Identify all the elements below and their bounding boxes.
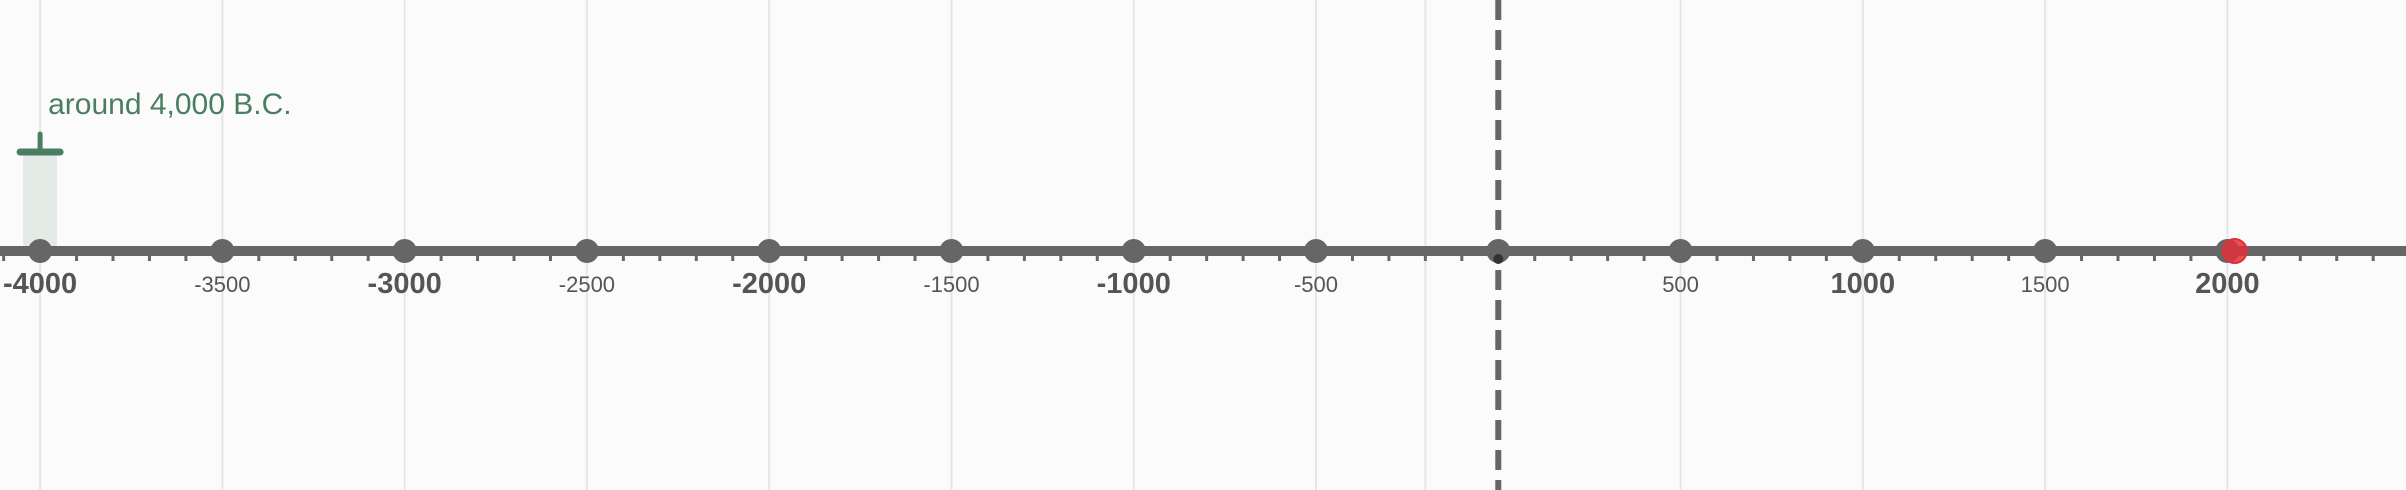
tick-dot [392,239,417,263]
tick-label-500: 500 [1662,272,1699,297]
event-label: around 4,000 B.C. [48,88,292,121]
tick-label-minus-4000: -4000 [3,268,78,300]
origin-dot [1493,254,1504,264]
tick-dot [939,239,964,263]
tick-label-minus-1500: -1500 [923,272,980,297]
tick-dot [757,239,782,263]
tick-label-minus-3000: -3000 [367,268,442,300]
current-point[interactable] [2221,238,2248,264]
tick-label-minus-2000: -2000 [732,268,807,300]
tick-label-1000: 1000 [1830,268,1896,300]
tick-dot [1668,239,1693,263]
tick-label-2000: 2000 [2195,268,2260,300]
tick-dot [210,239,235,263]
tick-label-minus-1000: -1000 [1096,268,1171,300]
tick-dot [28,239,53,263]
tick-dot [1304,239,1329,263]
event-highlight [23,151,58,251]
tick-dot [1486,239,1511,263]
tick-dot [2033,239,2058,263]
tick-dot [1850,239,1875,263]
tick-dots [28,239,2240,264]
current-point-handle [2221,238,2248,264]
event-highlight-band [23,151,58,251]
tick-label-minus-3500: -3500 [194,272,251,297]
event-marker[interactable] [16,131,64,156]
tick-label-minus-2500: -2500 [558,272,616,297]
tick-dot [1121,239,1146,263]
tick-label-minus-500: -500 [1293,272,1339,297]
tick-dot [574,239,599,263]
small-ticks [2,251,2375,261]
tick-label-1500: 1500 [2020,272,2070,297]
